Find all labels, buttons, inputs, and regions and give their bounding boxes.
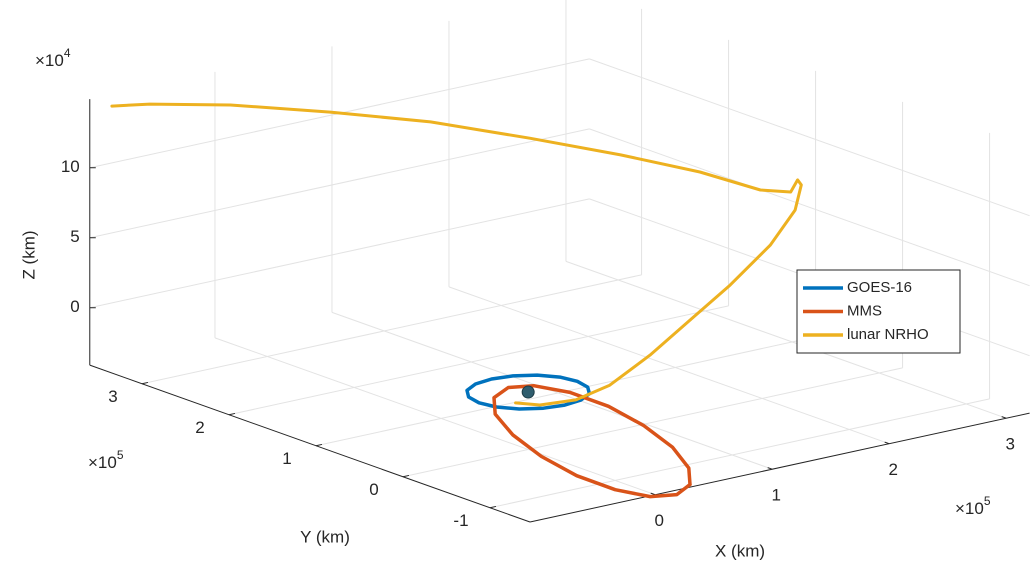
grid bbox=[89, 0, 1030, 509]
earth bbox=[521, 385, 535, 399]
legend-label: lunar NRHO bbox=[847, 326, 929, 343]
x-tick-label: 3 bbox=[1005, 435, 1014, 454]
grid-line bbox=[89, 198, 590, 309]
z-axis-label: Z (km) bbox=[19, 230, 38, 279]
y-tick-label: 0 bbox=[369, 480, 378, 499]
grid-line bbox=[448, 286, 890, 445]
exponent-power: 5 bbox=[984, 494, 991, 508]
tick-mark bbox=[402, 474, 410, 478]
legend: GOES-16 MMS lunar NRHO bbox=[796, 269, 961, 354]
y-exponent: ×105 bbox=[88, 448, 124, 472]
grid-line bbox=[589, 128, 1030, 287]
y-tick-label: 1 bbox=[282, 449, 291, 468]
y-tick-label: 2 bbox=[195, 418, 204, 437]
orbit-line bbox=[110, 102, 803, 407]
grid-line bbox=[214, 337, 656, 496]
y-tick-label: -1 bbox=[453, 511, 468, 530]
z-tick-label: 5 bbox=[70, 227, 79, 246]
tick-mark bbox=[228, 412, 236, 416]
tick-mark bbox=[767, 467, 773, 470]
tick-mark bbox=[884, 441, 890, 445]
x-axis-line bbox=[529, 412, 1030, 523]
grid-line bbox=[402, 367, 903, 478]
grid-line bbox=[589, 58, 1030, 217]
exponent-power: 4 bbox=[64, 46, 71, 60]
tick-mark bbox=[315, 443, 323, 447]
y-tick-label: 3 bbox=[108, 387, 117, 406]
x-tick-label: 0 bbox=[654, 511, 663, 530]
grid-line bbox=[565, 260, 1007, 419]
y-axis-line bbox=[89, 364, 531, 523]
exponent-base: ×10 bbox=[88, 453, 117, 472]
grid-line bbox=[228, 305, 729, 416]
tick-mark bbox=[1001, 416, 1007, 419]
x-tick-label: 2 bbox=[888, 460, 897, 479]
y-axis-label: Y (km) bbox=[300, 527, 350, 546]
grid-line bbox=[489, 398, 990, 509]
orbit-line bbox=[492, 383, 692, 499]
tick-mark bbox=[141, 381, 149, 385]
x-axis-label: X (km) bbox=[715, 541, 765, 560]
z-exponent: ×104 bbox=[35, 46, 71, 70]
exponent-base: ×10 bbox=[35, 51, 64, 70]
grid-line bbox=[89, 128, 590, 239]
tick-mark bbox=[650, 492, 656, 496]
exponent-power: 5 bbox=[117, 448, 124, 462]
grid-line bbox=[141, 274, 642, 385]
plot-area bbox=[110, 102, 803, 499]
z-tick-label: 0 bbox=[70, 297, 79, 316]
exponent-base: ×10 bbox=[955, 499, 984, 518]
axes: 0 5 10 -1 0 1 2 3 0 1 2 3 bbox=[61, 99, 1030, 530]
z-tick-label: 10 bbox=[61, 157, 80, 176]
x-exponent: ×105 bbox=[955, 494, 991, 518]
legend-label: GOES-16 bbox=[847, 279, 912, 296]
legend-label: MMS bbox=[847, 302, 882, 319]
tick-mark bbox=[489, 505, 497, 509]
x-tick-label: 1 bbox=[771, 486, 780, 505]
